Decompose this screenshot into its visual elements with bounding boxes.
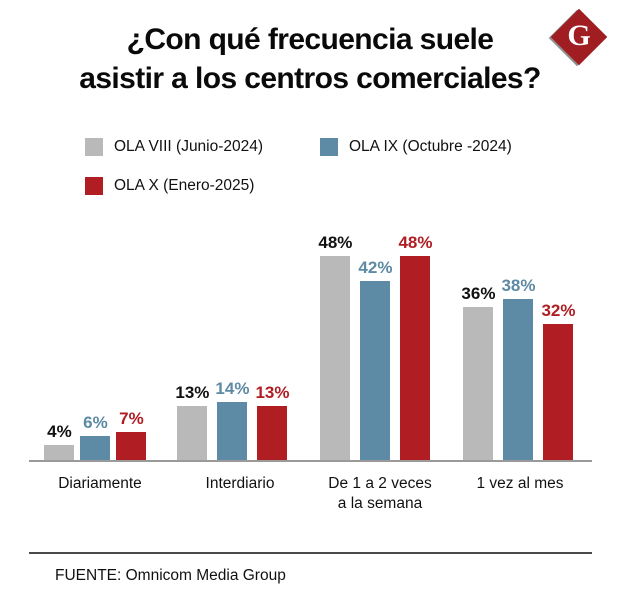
bar-column: 48% bbox=[398, 233, 432, 462]
bar-column: 36% bbox=[461, 284, 495, 462]
bar-value-label: 13% bbox=[175, 383, 210, 403]
bar bbox=[400, 255, 431, 462]
category-label: De 1 a 2 veces a la semana bbox=[328, 475, 432, 512]
bar-value-label: 14% bbox=[215, 378, 250, 398]
bar bbox=[320, 255, 351, 462]
bar bbox=[80, 436, 111, 462]
legend-swatch-gray bbox=[85, 138, 103, 156]
gestion-logo: G bbox=[548, 8, 608, 67]
bar-value-label: 36% bbox=[461, 284, 496, 304]
bar-group: 13% 14% 13% bbox=[175, 379, 289, 462]
bar bbox=[116, 431, 147, 462]
legend-label-ola-x: OLA X (Enero-2025) bbox=[114, 177, 255, 194]
bar-column: 32% bbox=[541, 301, 576, 462]
bar-value-label: 48% bbox=[318, 232, 353, 252]
bar bbox=[463, 307, 494, 462]
bar bbox=[360, 281, 391, 462]
bar-column: 13% bbox=[175, 383, 209, 462]
bar-value-label: 13% bbox=[255, 383, 290, 403]
bar-value-label: 38% bbox=[501, 275, 536, 295]
bar-value-label: 48% bbox=[398, 232, 433, 252]
legend-swatch-blue bbox=[320, 138, 338, 156]
bar-group: 36% 38% 32% bbox=[461, 276, 576, 462]
legend: OLA VIII (Junio-2024) OLA IX (Octubre -2… bbox=[85, 138, 575, 195]
category-label: Diariamente bbox=[58, 475, 142, 492]
bar-column: 13% bbox=[255, 383, 289, 462]
bar-column: 7% bbox=[116, 408, 147, 462]
bar-column: 48% bbox=[318, 233, 352, 462]
plot-area: 4% 6% 7% 13% 14% 13% 48% 42% 48% 36% 38% 32% bbox=[30, 222, 590, 462]
bar bbox=[257, 406, 288, 462]
bar-value-label: 4% bbox=[47, 421, 72, 441]
logo-letter: G bbox=[567, 19, 591, 52]
bar-column: 4% bbox=[44, 421, 75, 462]
title-line-1: ¿Con qué frecuencia suele bbox=[126, 23, 494, 56]
legend-item-ola-x: OLA X (Enero-2025) bbox=[85, 177, 320, 195]
legend-label-ola-ix: OLA IX (Octubre -2024) bbox=[349, 138, 512, 155]
x-axis-labels: Diariamente Interdiario De 1 a 2 veces a l… bbox=[30, 474, 590, 514]
bar-value-label: 42% bbox=[358, 258, 393, 278]
bar-group: 48% 42% 48% bbox=[318, 233, 432, 462]
bar-value-label: 6% bbox=[83, 413, 108, 433]
legend-item-ola-ix: OLA IX (Octubre -2024) bbox=[320, 138, 555, 156]
bar-column: 38% bbox=[501, 276, 535, 462]
bar bbox=[44, 444, 75, 462]
title-line-2: asistir a los centros comerciales? bbox=[79, 62, 541, 95]
legend-swatch-red bbox=[85, 177, 103, 195]
source-text: FUENTE: Omnicom Media Group bbox=[55, 567, 286, 584]
category-label: 1 vez al mes bbox=[476, 475, 564, 492]
legend-label-ola-viii: OLA VIII (Junio-2024) bbox=[114, 138, 264, 155]
bar-column: 14% bbox=[215, 379, 249, 462]
bar-value-label: 7% bbox=[119, 408, 144, 428]
category-label: Interdiario bbox=[205, 475, 275, 492]
bar-value-label: 32% bbox=[541, 301, 576, 321]
legend-item-ola-viii: OLA VIII (Junio-2024) bbox=[85, 138, 320, 156]
x-axis-line bbox=[29, 460, 592, 462]
bar-group: 4% 6% 7% bbox=[44, 408, 147, 462]
chart-title: ¿Con qué frecuencia suele asistir a los … bbox=[0, 20, 620, 98]
bar bbox=[177, 406, 208, 462]
bar bbox=[543, 324, 574, 462]
footer-divider bbox=[29, 552, 592, 554]
bar-column: 6% bbox=[80, 413, 111, 462]
bar-column: 42% bbox=[358, 258, 392, 462]
bar bbox=[503, 298, 534, 462]
bar bbox=[217, 401, 248, 462]
